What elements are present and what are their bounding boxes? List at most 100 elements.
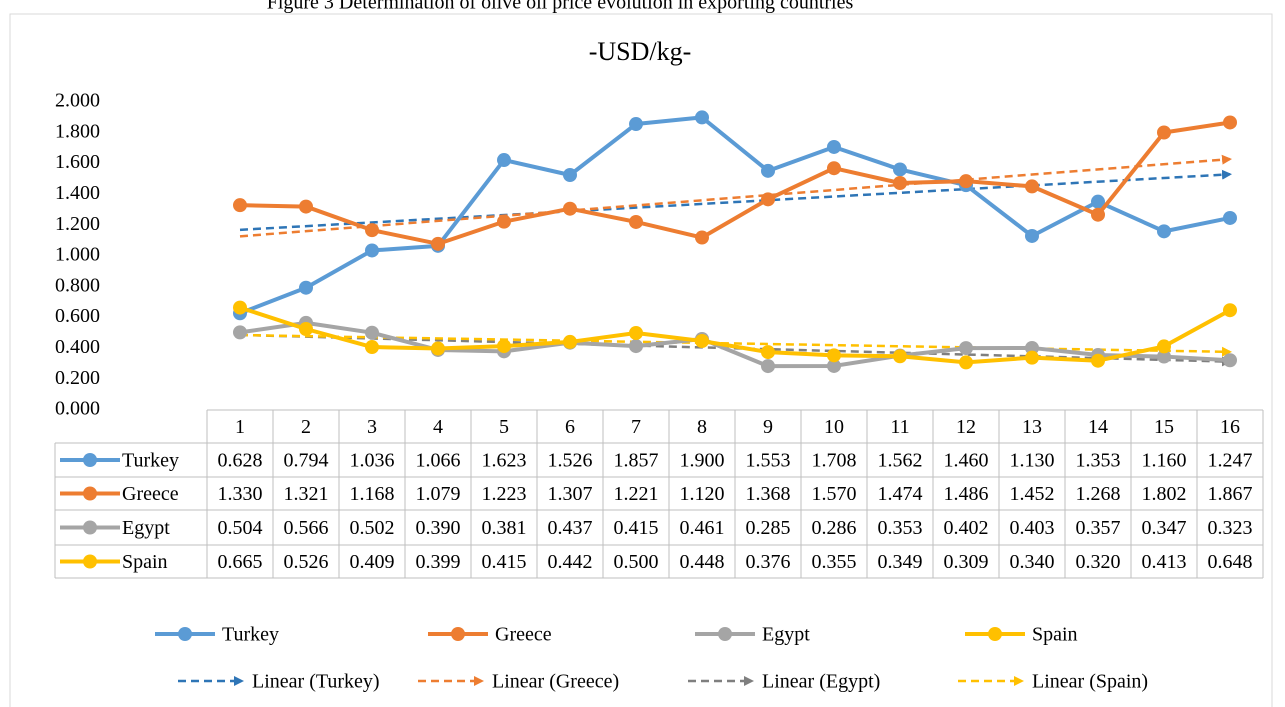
point — [629, 339, 643, 353]
point — [959, 355, 973, 369]
x-tick-label: 15 — [1154, 416, 1174, 438]
point — [827, 348, 841, 362]
legend-label: Linear (Turkey) — [252, 671, 380, 693]
point — [365, 223, 379, 237]
table-cell: 0.347 — [1142, 517, 1187, 539]
table-cell: 0.376 — [746, 551, 791, 573]
table-cell: 0.309 — [944, 551, 989, 573]
table-cell: 0.286 — [812, 517, 857, 539]
table-cell: 1.460 — [944, 450, 989, 472]
point — [761, 359, 775, 373]
point — [563, 335, 577, 349]
table-cell: 1.160 — [1142, 450, 1187, 472]
point — [959, 341, 973, 355]
x-tick-label: 8 — [697, 416, 707, 438]
table-cell: 1.486 — [944, 483, 989, 505]
trendline — [240, 174, 1230, 230]
table-cell: 0.461 — [680, 517, 725, 539]
table-cell: 0.415 — [482, 551, 527, 573]
chart: Figure 3 Determination of olive oil pric… — [0, 0, 1285, 707]
point — [1091, 354, 1105, 368]
point — [893, 349, 907, 363]
legend-key — [988, 627, 1002, 641]
table-cell: 0.665 — [218, 551, 263, 573]
table-cell: 0.285 — [746, 517, 791, 539]
table-cell: 0.402 — [944, 517, 989, 539]
table-cell: 1.867 — [1208, 483, 1253, 505]
point — [431, 342, 445, 356]
x-tick-label: 5 — [499, 416, 509, 438]
table-cell: 1.168 — [350, 483, 395, 505]
point — [1091, 208, 1105, 222]
table-cell: 0.437 — [548, 517, 593, 539]
table-cell: 1.321 — [284, 483, 329, 505]
table-cell: 0.448 — [680, 551, 725, 573]
table-legend-key — [83, 487, 97, 501]
table-cell: 0.504 — [218, 517, 263, 539]
y-tick-label: 1.400 — [55, 182, 100, 204]
table-cell: 1.036 — [350, 450, 395, 472]
table-cell: 1.353 — [1076, 450, 1121, 472]
table-cell: 0.648 — [1208, 551, 1253, 573]
table-cell: 1.066 — [416, 450, 461, 472]
table-cell: 0.794 — [284, 450, 329, 472]
table-row-label: Egypt — [122, 517, 170, 539]
table-cell: 0.357 — [1076, 517, 1121, 539]
table-cell: 1.130 — [1010, 450, 1055, 472]
point — [629, 215, 643, 229]
x-tick-label: 4 — [433, 416, 443, 438]
y-tick-label: 0.600 — [55, 305, 100, 327]
table-row-label: Greece — [122, 483, 179, 505]
x-tick-label: 3 — [367, 416, 377, 438]
point — [431, 237, 445, 251]
point — [365, 243, 379, 257]
point — [1223, 211, 1237, 225]
legend-label: Linear (Greece) — [492, 671, 619, 693]
table-row-label: Turkey — [122, 450, 179, 472]
table-cell: 0.353 — [878, 517, 923, 539]
table-cell: 0.381 — [482, 517, 527, 539]
point — [497, 215, 511, 229]
x-tick-label: 9 — [763, 416, 773, 438]
legend-label: Greece — [495, 624, 552, 646]
table-cell: 1.553 — [746, 450, 791, 472]
table-cell: 1.708 — [812, 450, 857, 472]
table-cell: 0.500 — [614, 551, 659, 573]
point — [1223, 115, 1237, 129]
point — [761, 192, 775, 206]
point — [827, 161, 841, 175]
table-cell: 1.079 — [416, 483, 461, 505]
y-tick-label: 0.200 — [55, 367, 100, 389]
y-tick-label: 2.000 — [55, 90, 100, 112]
table-cell: 1.802 — [1142, 483, 1187, 505]
y-tick-label: 0.400 — [55, 336, 100, 358]
table-cell: 0.628 — [218, 450, 263, 472]
x-tick-label: 6 — [565, 416, 575, 438]
table-cell: 0.502 — [350, 517, 395, 539]
point — [563, 202, 577, 216]
point — [1025, 229, 1039, 243]
table-cell: 1.474 — [878, 483, 923, 505]
point — [233, 198, 247, 212]
table-cell: 1.368 — [746, 483, 791, 505]
table-cell: 0.403 — [1010, 517, 1055, 539]
point — [761, 164, 775, 178]
legend-label: Turkey — [222, 624, 279, 646]
point — [893, 176, 907, 190]
x-tick-label: 2 — [301, 416, 311, 438]
point — [695, 110, 709, 124]
table-cell: 1.452 — [1010, 483, 1055, 505]
point — [1157, 125, 1171, 139]
point — [497, 339, 511, 353]
chart-title: -USD/kg- — [589, 37, 692, 66]
table-cell: 0.526 — [284, 551, 329, 573]
x-tick-label: 7 — [631, 416, 641, 438]
legend-label: Linear (Egypt) — [762, 671, 880, 693]
table-cell: 0.415 — [614, 517, 659, 539]
table-legend-key — [83, 555, 97, 569]
table-cell: 1.223 — [482, 483, 527, 505]
table-cell: 1.570 — [812, 483, 857, 505]
y-tick-label: 0.800 — [55, 274, 100, 296]
legend-label: Linear (Spain) — [1032, 671, 1148, 693]
y-tick-label: 1.600 — [55, 151, 100, 173]
